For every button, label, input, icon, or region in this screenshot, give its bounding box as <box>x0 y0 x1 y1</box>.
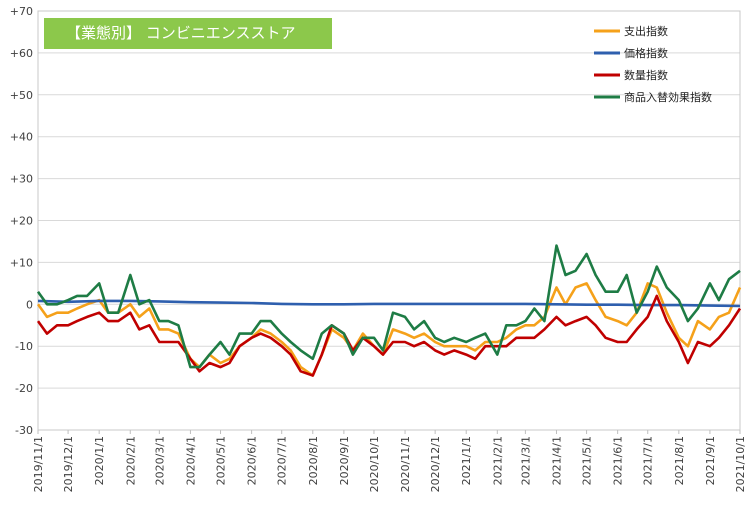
x-tick-label: 2021/2/1 <box>491 436 504 485</box>
x-tick-label: 2020/9/1 <box>338 436 351 485</box>
x-tick-label: 2021/9/1 <box>704 436 717 485</box>
y-tick-label: 0 <box>26 298 33 311</box>
legend-label-1: 価格指数 <box>624 46 668 60</box>
x-tick-label: 2021/7/1 <box>642 436 655 485</box>
x-tick-label: 2020/6/1 <box>246 436 259 485</box>
x-tick-label: 2021/8/1 <box>673 436 686 485</box>
x-tick-label: 2020/10/1 <box>368 436 381 492</box>
y-tick-label: +10 <box>10 256 33 269</box>
y-tick-label: +70 <box>10 5 33 18</box>
y-tick-label: +50 <box>10 89 33 102</box>
y-tick-label: +30 <box>10 173 33 186</box>
x-tick-label: 2021/3/1 <box>519 436 532 485</box>
x-tick-label: 2019/12/1 <box>62 436 75 492</box>
x-tick-label: 2020/7/1 <box>276 436 289 485</box>
y-tick-label: +20 <box>10 215 33 228</box>
x-tick-label: 2021/1/1 <box>460 436 473 485</box>
y-tick-label: -30 <box>15 424 33 437</box>
x-tick-label: 2021/5/1 <box>581 436 594 485</box>
series-line-3 <box>36 244 741 369</box>
series-layer <box>36 244 742 377</box>
x-tick-label: 2020/5/1 <box>215 436 228 485</box>
axis-layer: +70 +60 +50 +40 +30 +20 +10 0 -10 -20 -302019/11/1… <box>10 5 745 492</box>
y-tick-label: +40 <box>10 131 33 144</box>
chart-title: 【業態別】 コンビニエンスストア <box>44 18 332 49</box>
series-line-1 <box>37 299 741 308</box>
x-tick-label: 2021/6/1 <box>612 436 625 485</box>
x-tick-label: 2020/12/1 <box>429 436 442 492</box>
y-tick-label: -10 <box>15 340 33 353</box>
series-line-2 <box>36 294 742 377</box>
x-tick-label: 2020/3/1 <box>153 436 166 485</box>
y-tick-label: +60 <box>10 47 33 60</box>
legend-label-0: 支出指数 <box>624 24 668 38</box>
legend-label-2: 数量指数 <box>624 68 668 82</box>
x-tick-label: 2020/8/1 <box>307 436 320 485</box>
x-tick-label: 2020/2/1 <box>124 436 137 485</box>
legend-label-3: 商品入替効果指数 <box>624 90 712 104</box>
x-tick-label: 2019/11/1 <box>32 436 45 492</box>
x-tick-label: 2021/10/1 <box>734 436 745 492</box>
x-tick-label: 2020/1/1 <box>93 436 106 485</box>
plot-area-border <box>37 10 741 431</box>
y-tick-label: -20 <box>15 382 33 395</box>
series-line-0 <box>36 282 742 377</box>
x-tick-label: 2020/11/1 <box>399 436 412 492</box>
x-tick-label: 2021/4/1 <box>550 436 563 485</box>
x-tick-label: 2020/4/1 <box>184 436 197 485</box>
